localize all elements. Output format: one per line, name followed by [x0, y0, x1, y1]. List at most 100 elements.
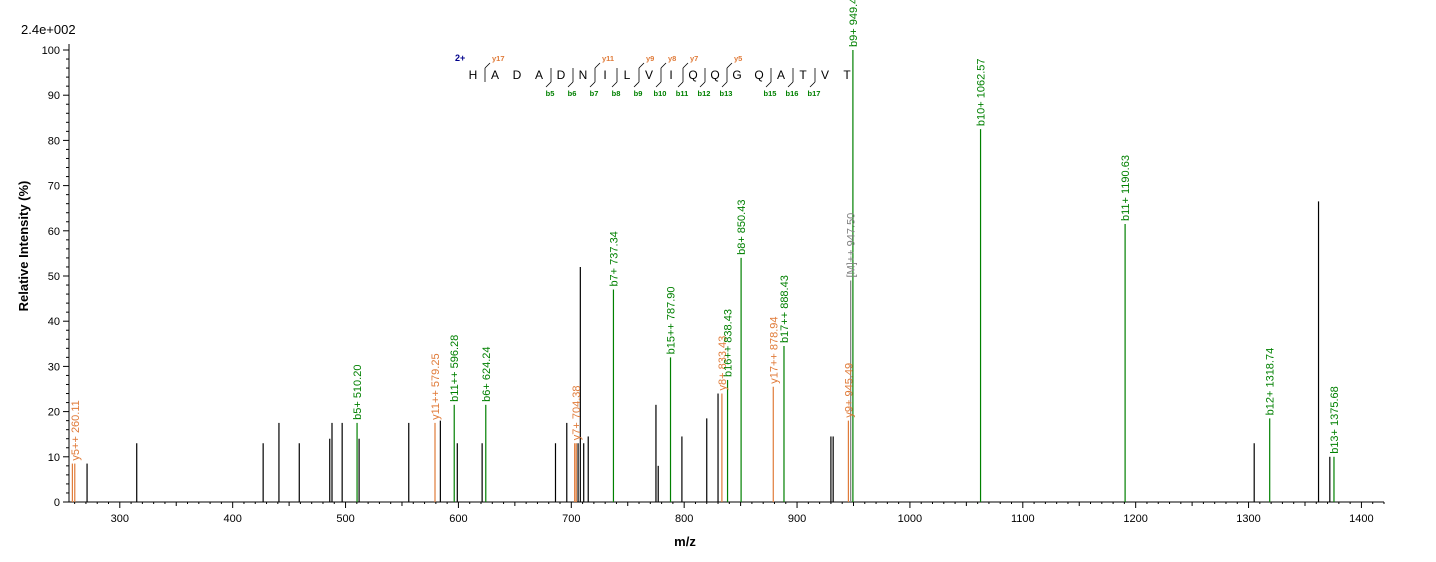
b-ion-label: b6: [568, 89, 577, 98]
y-tick-label: 50: [48, 271, 60, 283]
b-ion-label: b13: [720, 89, 733, 98]
y-cleavage-tick: [638, 62, 645, 69]
x-axis-label: m/z: [674, 534, 696, 549]
residue: V: [821, 68, 829, 82]
y-tick-label: 10: [48, 452, 60, 464]
peak-label: b15++ 787.90: [666, 286, 678, 354]
y-tick-label: 80: [48, 135, 60, 147]
b-cleavage-tick: [589, 81, 596, 88]
x-tick-label: 1000: [898, 513, 922, 525]
residue: I: [669, 68, 672, 82]
x-tick-label: 500: [336, 513, 354, 525]
peak-label: y5++ 260.11: [70, 400, 82, 460]
x-tick-label: 1300: [1236, 513, 1260, 525]
y-ion-label: y9: [646, 54, 654, 63]
peak-label: y9+ 945.49: [843, 363, 855, 418]
peak-label: b10+ 1062.57: [976, 58, 988, 126]
charge-label: 2+: [455, 53, 465, 63]
b-cleavage-tick: [545, 81, 552, 88]
peak-label: y11++ 579.25: [430, 353, 442, 419]
residue: D: [557, 68, 566, 82]
b-ion-label: b15: [764, 89, 777, 98]
y-tick-label: 0: [54, 497, 60, 509]
y-cleavage-tick: [682, 62, 689, 69]
y-tick-label: 30: [48, 361, 60, 373]
peak-label: b6+ 624.24: [481, 346, 493, 401]
x-tick-label: 1400: [1349, 513, 1373, 525]
b-cleavage-tick: [787, 81, 794, 88]
residue: L: [624, 68, 631, 82]
residue: A: [535, 68, 543, 82]
b-ion-label: b10: [654, 89, 667, 98]
residue: N: [579, 68, 588, 82]
b-cleavage-tick: [699, 81, 706, 88]
b-ion-label: b8: [612, 89, 621, 98]
b-cleavage-tick: [611, 81, 618, 88]
b-cleavage-tick: [809, 81, 816, 88]
y-ion-label: y5: [734, 54, 742, 63]
y-cleavage-tick: [594, 62, 601, 69]
peaks: [71, 50, 1335, 502]
residue: Q: [754, 68, 763, 82]
b-ion-label: b12: [698, 89, 711, 98]
x-tick-label: 1100: [1011, 513, 1035, 525]
y-tick-label: 90: [48, 90, 60, 102]
b-cleavage-tick: [567, 81, 574, 88]
x-tick-label: 1200: [1123, 513, 1147, 525]
peak-label: b8+ 850.43: [736, 200, 748, 255]
x-tick-label: 300: [111, 513, 129, 525]
peak-label: b17++ 888.43: [779, 275, 791, 343]
y-tick-label: 60: [48, 226, 60, 238]
x-tick-label: 800: [675, 513, 693, 525]
x-tick-label: 900: [788, 513, 806, 525]
b-cleavage-tick: [765, 81, 772, 88]
peak-label: b9+ 949.49: [848, 0, 860, 47]
y-ion-label: y8: [668, 54, 676, 63]
peak-label: b5+ 510.20: [352, 365, 364, 420]
peak-label: b11+ 1190.63: [1120, 155, 1132, 221]
b-cleavage-tick: [721, 81, 728, 88]
y-cleavage-tick: [660, 62, 667, 69]
axes: 300 400 500 600 700 800 900 1000 1100 1200 1300 140…: [42, 44, 1385, 525]
b-cleavage-tick: [655, 81, 662, 88]
residue: D: [513, 68, 522, 82]
residue: V: [645, 68, 653, 82]
peak-labels: y5++ 260.11 b5+ 510.20 y11++ 579.25 b11++ 5…: [70, 0, 1341, 461]
x-tick-label: 600: [449, 513, 467, 525]
y-tick-label: 20: [48, 407, 60, 419]
y-ion-label: y7: [690, 54, 698, 63]
residue: T: [799, 68, 807, 82]
y-cleavage-tick: [726, 62, 733, 69]
residue: H: [469, 68, 478, 82]
b-ion-label: b7: [590, 89, 599, 98]
y-axis-label: Relative Intensity (%): [16, 181, 31, 312]
peak-label: [M]++ 947.50: [846, 213, 858, 278]
y-tick-label: 100: [42, 45, 60, 57]
y-tick-label: 70: [48, 181, 60, 193]
x-tick-label: 400: [223, 513, 241, 525]
residue: A: [777, 68, 785, 82]
b-cleavage-tick: [633, 81, 640, 88]
peak-label: y7+ 704.38: [571, 385, 583, 440]
peak-label: b13+ 1375.68: [1329, 386, 1341, 454]
y-cleavage-tick: [484, 62, 491, 69]
residue: A: [491, 68, 499, 82]
y-ion-label: y11: [602, 54, 614, 63]
max-intensity-label: 2.4e+002: [21, 22, 76, 37]
y-tick-label: 40: [48, 316, 60, 328]
residue: Q: [688, 68, 697, 82]
peak-label: y8+ 833.43: [717, 336, 729, 391]
x-tick-label: 700: [562, 513, 580, 525]
peak-label: b16++ 838.43: [723, 309, 735, 377]
residue: Q: [710, 68, 719, 82]
peak-label: y17++ 878.94: [768, 316, 780, 383]
peak-label: b12+ 1318.74: [1265, 348, 1277, 416]
b-ion-label: b9: [634, 89, 643, 98]
b-ion-label: b17: [808, 89, 821, 98]
b-cleavage-tick: [677, 81, 684, 88]
b-ion-label: b11: [676, 89, 689, 98]
y-ion-label: y17: [492, 54, 505, 63]
peak-label: b7+ 737.34: [608, 231, 620, 286]
